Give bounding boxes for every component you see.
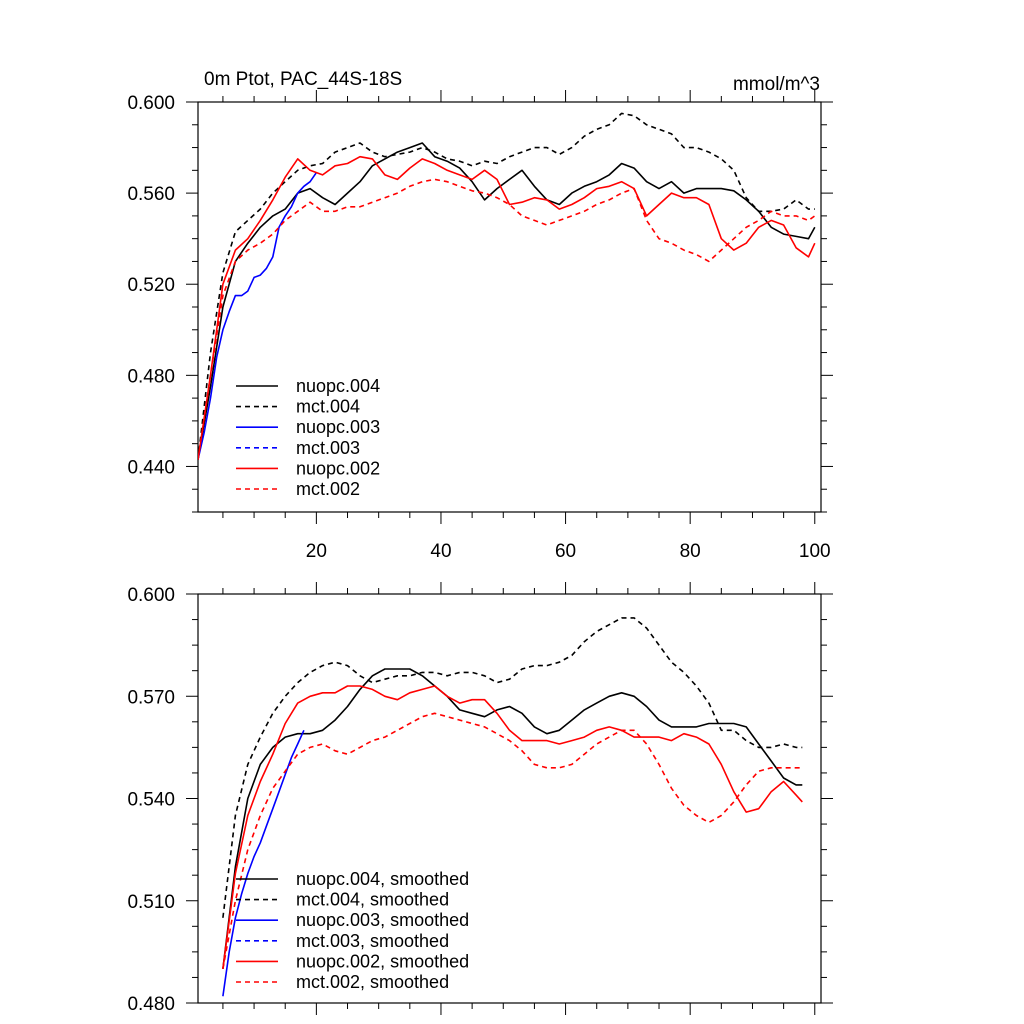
- x-tick-label: 80: [680, 541, 701, 562]
- units-label: mmol/m^3: [733, 74, 820, 95]
- y-tick-label: 0.600: [127, 585, 175, 606]
- series-line-0: [222, 668, 803, 969]
- y-tick-label: 0.560: [127, 184, 175, 205]
- plot-frame: [197, 101, 822, 513]
- series-group: [198, 112, 816, 460]
- y-tick-label: 0.520: [127, 275, 175, 296]
- y-tick-label: 0.570: [127, 687, 175, 708]
- y-tick-label: 0.440: [127, 457, 175, 478]
- chart-title: 0m Ptot, PAC_44S-18S: [204, 69, 402, 90]
- legend-label-0: nuopc.004, smoothed: [296, 869, 469, 889]
- series-group: [222, 617, 803, 997]
- series-line-1: [222, 617, 803, 918]
- y-tick-label: 0.480: [127, 994, 175, 1015]
- series-line-1: [198, 112, 815, 460]
- series-line-5: [198, 178, 816, 460]
- legend-label-3: mct.003: [296, 438, 360, 458]
- legend-label-5: mct.002, smoothed: [296, 972, 449, 992]
- legend-label-0: nuopc.004: [296, 376, 380, 396]
- series-line-0: [198, 142, 816, 460]
- series-line-2: [222, 729, 305, 997]
- legend-label-2: nuopc.003: [296, 417, 380, 437]
- legend-label-4: nuopc.002: [296, 458, 380, 478]
- legend-label-2: nuopc.003, smoothed: [296, 910, 469, 930]
- legend-label-5: mct.002: [296, 479, 360, 499]
- y-tick-label: 0.480: [127, 366, 175, 387]
- plot-frame: [197, 593, 822, 1004]
- x-tick-label: 20: [306, 541, 327, 562]
- legend-label-4: nuopc.002, smoothed: [296, 951, 469, 971]
- legend-label-3: mct.003, smoothed: [296, 931, 449, 951]
- x-tick-label: 40: [430, 541, 451, 562]
- y-tick-label: 0.600: [127, 93, 175, 114]
- bottom-panel: 0.480 0.510 0.540 0.570 0.600 nuopc.004, smoo…: [127, 582, 833, 1015]
- series-line-5: [222, 712, 803, 970]
- y-tick-label: 0.540: [127, 790, 175, 811]
- legend-label-1: mct.004: [296, 397, 360, 417]
- y-tick-label: 0.510: [127, 892, 175, 913]
- x-tick-label: 60: [555, 541, 576, 562]
- series-line-4: [198, 155, 816, 460]
- top-panel: 20 40 60 80 100 0.440 0.480 0.520 0.560 0.600 0m P…: [127, 69, 833, 562]
- series-line-4: [222, 685, 803, 970]
- legend-label-1: mct.004, smoothed: [296, 890, 449, 910]
- series-line-2: [198, 172, 318, 460]
- x-tick-label: 100: [799, 541, 831, 562]
